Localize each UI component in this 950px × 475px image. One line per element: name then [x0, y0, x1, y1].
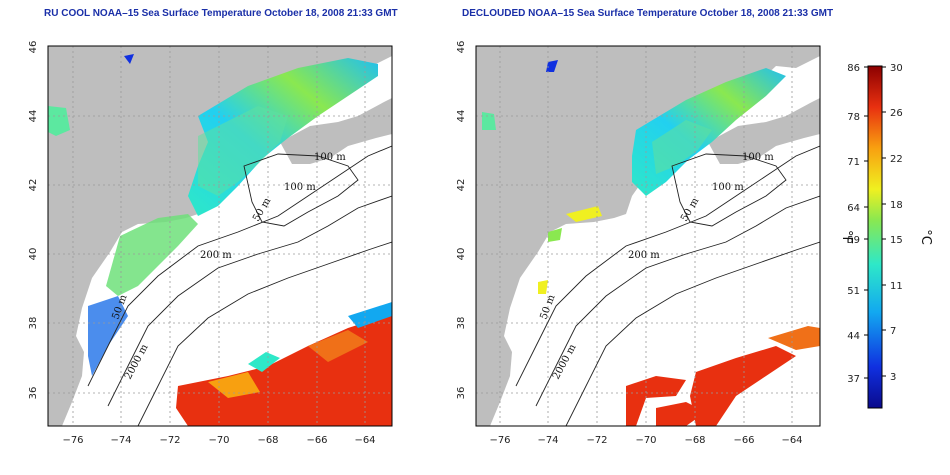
x-tick-label: −64 [781, 435, 802, 446]
sst-inland-patch [48, 106, 70, 136]
y-axis: 36 38 40 42 44 46 [28, 41, 39, 400]
y-tick-label: 36 [456, 387, 467, 400]
map-panel-raw: 100 m 100 m 50 m 200 m 50 m 2000 m −76 −… [28, 41, 393, 446]
y-tick-label: 42 [456, 179, 467, 192]
map-panel-declouded: 100 m 100 m 50 m 200 m 50 m 2000 m −76 −… [456, 41, 821, 446]
sst-midatlantic-patch [106, 214, 198, 296]
x-tick-label: −66 [733, 435, 754, 446]
y-tick-label: 46 [456, 41, 467, 54]
celsius-tick: 22 [890, 154, 903, 165]
graticule [476, 46, 820, 426]
y-tick-label: 38 [28, 317, 39, 330]
x-axis: −76 −74 −72 −70 −68 −66 −64 [489, 435, 802, 446]
fahrenheit-tick: 51 [847, 286, 860, 297]
x-tick-label: −72 [159, 435, 180, 446]
x-tick-label: −74 [110, 435, 131, 446]
x-axis: −76 −74 −72 −70 −68 −66 −64 [62, 435, 375, 446]
map-frame [475, 45, 821, 427]
fahrenheit-tick: 86 [847, 63, 860, 74]
map-frame [47, 45, 393, 427]
sst-nearshore-patch [88, 296, 128, 376]
x-tick-label: −76 [489, 435, 510, 446]
x-tick-label: −74 [537, 435, 558, 446]
y-tick-label: 40 [28, 248, 39, 261]
celsius-tick: 18 [890, 200, 903, 211]
celsius-tick: 15 [890, 235, 903, 246]
fahrenheit-tick: 78 [847, 112, 860, 123]
contour-label: 200 m [200, 250, 232, 261]
celsius-tick: 30 [890, 63, 903, 74]
x-tick-label: −76 [62, 435, 83, 446]
x-tick-label: −70 [635, 435, 656, 446]
fahrenheit-tick: 71 [847, 157, 860, 168]
colorbar-gradient [867, 65, 883, 409]
celsius-unit-label: °C [918, 229, 933, 245]
sst-gulf-stream-patch [626, 376, 686, 426]
y-tick-label: 44 [456, 110, 467, 123]
sst-gulf-maine-patch [198, 106, 288, 196]
contour-label: 100 m [712, 182, 744, 193]
contour-label: 200 m [628, 250, 660, 261]
fahrenheit-unit-label: °F [839, 230, 854, 244]
fahrenheit-tick: 59 [847, 235, 860, 246]
y-tick-label: 42 [28, 179, 39, 192]
y-tick-label: 44 [28, 110, 39, 123]
celsius-tick: 7 [890, 326, 896, 337]
bathymetry-contours [515, 145, 820, 426]
y-tick-label: 38 [456, 317, 467, 330]
fahrenheit-tick: 37 [847, 374, 860, 385]
celsius-tick: 26 [890, 108, 903, 119]
contour-label: 100 m [314, 152, 346, 163]
contour-label: 100 m [284, 182, 316, 193]
bathymetry-contours [87, 145, 392, 426]
x-tick-label: −66 [306, 435, 327, 446]
temperature-colorbar: 86 78 71 64 59 51 44 37 30 26 22 18 15 1… [839, 63, 933, 409]
panel-title-declouded: DECLOUDED NOAA–15 Sea Surface Temperatur… [462, 8, 834, 19]
y-tick-label: 46 [28, 41, 39, 54]
y-tick-label: 40 [456, 248, 467, 261]
fahrenheit-tick: 44 [847, 331, 860, 342]
fahrenheit-tick: 64 [847, 203, 860, 214]
x-tick-label: −68 [684, 435, 705, 446]
panel-title-raw: RU COOL NOAA–15 Sea Surface Temperature … [44, 8, 398, 19]
celsius-tick: 11 [890, 281, 903, 292]
y-axis: 36 38 40 42 44 46 [456, 41, 467, 400]
x-tick-label: −68 [257, 435, 278, 446]
celsius-tick: 3 [890, 372, 896, 383]
sst-nearshore-patch [566, 206, 602, 222]
y-tick-label: 36 [28, 387, 39, 400]
contour-label: 100 m [742, 152, 774, 163]
x-tick-label: −72 [586, 435, 607, 446]
x-tick-label: −70 [208, 435, 229, 446]
x-tick-label: −64 [354, 435, 375, 446]
